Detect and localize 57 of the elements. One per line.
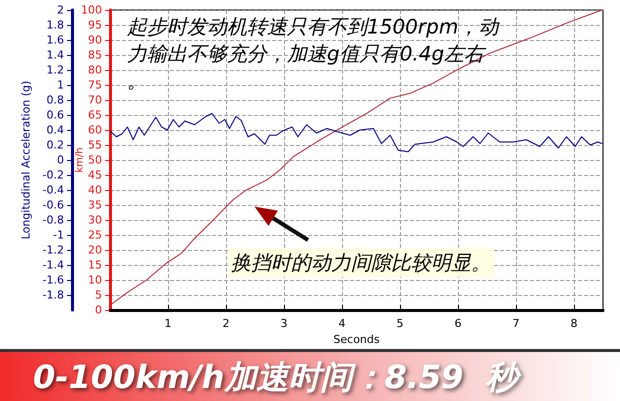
y-tick-label: 10 — [88, 274, 102, 286]
x-axis-title: Seconds — [333, 332, 380, 346]
y2-tick-label: 0.8 — [46, 94, 64, 106]
y-axis-title: km/h — [74, 147, 86, 173]
y2-tick-label: -0.8 — [42, 214, 64, 226]
y2-tick-label: -0.6 — [42, 198, 64, 212]
line-series — [111, 10, 602, 304]
y-tick-label: 70 — [88, 94, 102, 106]
y-tick-label: 65 — [88, 108, 102, 122]
y-tick-label: 45 — [88, 168, 102, 182]
y-tick-label: 55 — [88, 138, 102, 152]
x-tick-label: 2 — [222, 317, 230, 330]
y-tick-label: 20 — [88, 244, 102, 256]
annotation: 起步时发动机转速只有不到1500rpm，动力输出不够充分，加速g值只有0.4g左右。 — [127, 14, 500, 92]
y2-tick-label: -1.2 — [42, 244, 64, 256]
y2-tick-label: -1.4 — [42, 258, 64, 272]
y-tick-label: 85 — [88, 48, 102, 62]
y2-tick-label: 1 — [57, 78, 64, 92]
y2-tick-label: -1 — [53, 228, 64, 242]
y-tick-label: 35 — [88, 198, 102, 212]
y-tick-label: 0 — [95, 304, 102, 316]
y2-tick-label: -1.6 — [42, 274, 64, 286]
annotation: 换挡时的动力间隙比较明显。 — [231, 250, 491, 274]
y2-tick-label: 1.6 — [46, 34, 64, 46]
y2-tick-label: -0.4 — [42, 184, 64, 196]
y2-tick-label: 0.6 — [46, 108, 64, 122]
y-tick-label: 60 — [88, 124, 102, 136]
y-tick-label: 15 — [88, 258, 102, 272]
y2-tick-label: 1.8 — [46, 18, 64, 32]
y-tick-label: 100 — [81, 4, 102, 16]
y2-tick-label: 0.2 — [46, 138, 64, 152]
y2-axis-title: Longitudinal Acceleration (g) — [20, 80, 33, 240]
y-tick-label: 25 — [88, 228, 102, 242]
y-tick-label: 50 — [88, 154, 102, 166]
y2-tick-label: 1.2 — [46, 64, 64, 76]
y2-tick-label: -1.8 — [42, 288, 64, 302]
x-tick-label: 1 — [164, 317, 172, 330]
y2-tick-label: 1.4 — [46, 48, 64, 62]
x-tick-label: 4 — [338, 317, 346, 330]
x-tick-label: 3 — [280, 317, 288, 330]
y2-tick-label: 2 — [57, 4, 64, 16]
line-series — [110, 113, 602, 152]
y2-tick-label: 0 — [57, 154, 64, 166]
x-tick-label: 6 — [454, 317, 462, 330]
y-tick-label: 30 — [88, 214, 102, 226]
y-tick-label: 75 — [88, 78, 102, 92]
text: 0-100km/h加速时间：8.59 秒 — [33, 358, 522, 396]
x-tick-label: 8 — [570, 317, 578, 330]
y2-tick-label: 0.4 — [46, 124, 64, 136]
y-tick-label: 95 — [88, 18, 102, 32]
x-tick-label: 7 — [512, 317, 520, 330]
y-tick-label: 90 — [88, 34, 102, 46]
y-tick-label: 40 — [88, 184, 102, 196]
y-tick-label: 5 — [95, 288, 102, 302]
y2-tick-label: -0.2 — [42, 168, 64, 182]
x-tick-label: 5 — [396, 317, 404, 330]
y-tick-label: 80 — [88, 64, 102, 76]
